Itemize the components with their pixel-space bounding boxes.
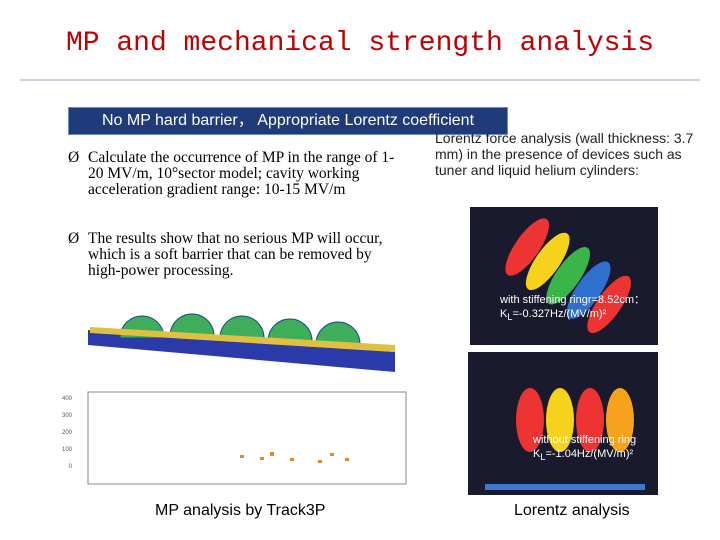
lorentz-text: Lorentz force analysis (wall thickness: … [435,130,694,178]
plot-tick: 0 [68,464,72,470]
figure-caption: with stiffening ringr=8.52cm： KL=-0.327H… [500,293,645,324]
k: K [500,308,508,320]
plot-tick: 200 [61,430,72,436]
plot-tick: 400 [61,396,72,402]
bullet: The results show that no serious MP will… [68,231,408,279]
caption: with stiffening ringr=8.52cm： [500,294,646,306]
plot-tick: 100 [61,447,72,453]
title: MP and mechanical strength analysis [65,28,655,59]
caption-left: MP analysis by Track3P [155,502,326,519]
k-sub: L [507,312,513,323]
caption: without stiffening ring [533,434,637,446]
k-value: =-0.327Hz/(MV/m)² [512,308,607,320]
k-sub: L [540,452,546,463]
coefficient: KL=-0.327Hz/(MV/m)² [500,307,645,324]
fem-image-2 [468,352,658,495]
mp-plot [87,391,407,485]
coefficient: KL=-1.04Hz/(MV/m)² [533,447,636,464]
cavity-image [88,313,395,372]
k: K [533,448,541,460]
bullet: Calculate the occurrence of MP in the ra… [68,150,408,198]
figure-caption: without stiffening ring KL=-1.04Hz/(MV/m… [533,433,636,464]
k-value: =-1.04Hz/(MV/m)² [545,448,634,460]
banner: No MP hard barrier， Appropriate Lorentz … [68,107,508,135]
plot-tick: 300 [61,413,72,419]
fem-image-1 [470,207,658,345]
caption-right: Lorentz analysis [514,502,630,519]
